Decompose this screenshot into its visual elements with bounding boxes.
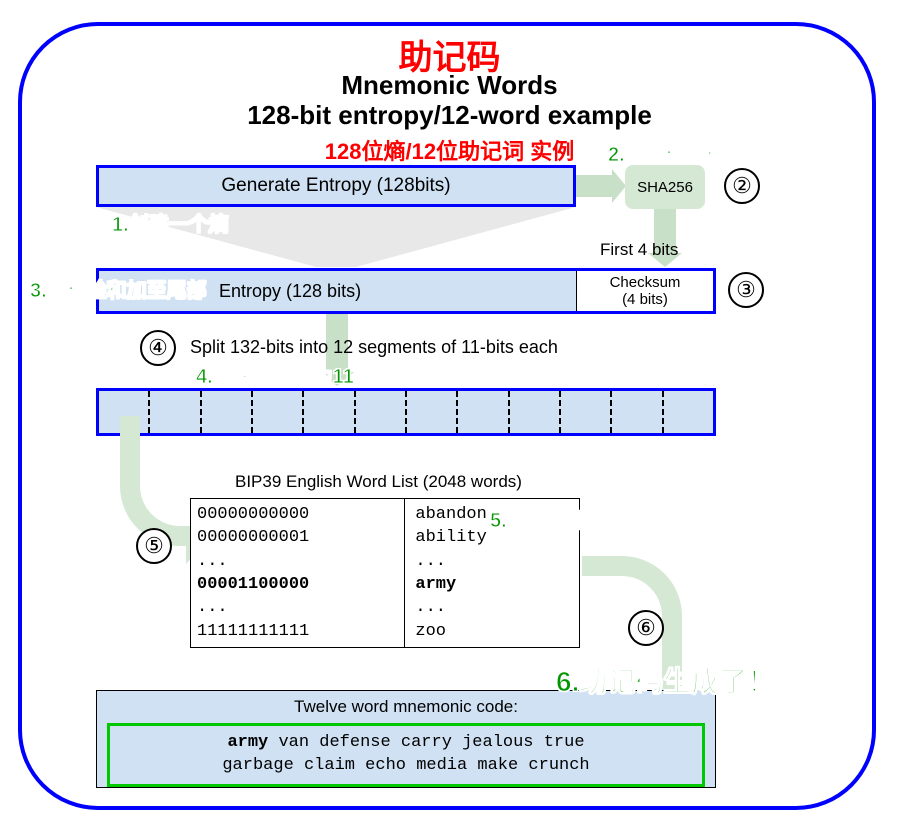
mnemonic-rest1: van defense carry jealous true <box>268 733 584 752</box>
bip-code: 00000000001 <box>197 528 398 547</box>
segment <box>253 391 304 433</box>
annotation-4: 4.将序列划分为11个部分 <box>196 360 414 389</box>
output-title: Twelve word mnemonic code: <box>97 697 715 717</box>
bip39-codes-col: 00000000000 00000000001... 00001100000... 1… <box>191 499 404 647</box>
segment <box>458 391 509 433</box>
annotation-2: 2.创建校验和 <box>608 138 725 167</box>
mnemonic-line2: garbage claim echo media make crunch <box>222 756 589 775</box>
bip39-title: BIP39 English Word List (2048 words) <box>235 472 522 492</box>
step-6-num: ⑥ <box>636 615 656 641</box>
step-4-num: ④ <box>148 335 168 361</box>
first-4-bits-label: First 4 bits <box>600 240 678 260</box>
bip-word: ... <box>415 552 569 571</box>
annotation-5: 5.将每一部分的值与词典做对应 <box>490 504 767 533</box>
segment <box>356 391 407 433</box>
title-cn-sub: 128位熵/12位助记词 实例 <box>0 134 899 166</box>
generate-entropy-box: Generate Entropy (128bits) <box>96 165 576 207</box>
sha256-box: SHA256 <box>625 165 705 209</box>
bip-word: zoo <box>415 622 569 641</box>
bip-code: ... <box>197 598 398 617</box>
segment <box>612 391 663 433</box>
bip-code: 11111111111 <box>197 622 398 641</box>
bip-code: 00000000000 <box>197 505 398 524</box>
bip-code: ... <box>197 552 398 571</box>
step-2-num: ② <box>732 173 752 199</box>
generate-entropy-label: Generate Entropy (128bits) <box>221 175 450 197</box>
arrow-to-sha <box>576 175 612 197</box>
bip-code: 00001100000 <box>197 575 398 594</box>
annotation-6: 6.助记码生成了！ <box>556 660 775 700</box>
step-5-num: ⑤ <box>144 533 164 559</box>
annotation-1: 1.创建一个熵 <box>112 208 229 237</box>
annotation-3: 3.将校验和加至尾部 <box>30 274 207 303</box>
checksum-label: Checksum(4 bits) <box>610 274 681 309</box>
output-box: Twelve word mnemonic code: army van defe… <box>96 690 716 788</box>
sha256-label: SHA256 <box>637 179 693 196</box>
bip-word: army <box>415 575 569 594</box>
split-label: Split 132-bits into 12 segments of 11-bi… <box>190 337 558 358</box>
diagram-canvas: 助记码 Mnemonic Words 128-bit entropy/12-wo… <box>0 0 899 822</box>
mnemonic-bold: army <box>227 733 268 752</box>
step-2-marker: ② <box>724 168 760 204</box>
segment <box>304 391 355 433</box>
bip-word: ... <box>415 598 569 617</box>
step-5-marker: ⑤ <box>136 528 172 564</box>
step-4-marker: ④ <box>140 330 176 366</box>
entropy-128-label: Entropy (128 bits) <box>219 281 361 302</box>
segment <box>664 391 713 433</box>
step-3-marker: ③ <box>728 272 764 308</box>
step-6-marker: ⑥ <box>628 610 664 646</box>
title-en-1: Mnemonic Words <box>0 70 899 101</box>
title-en-2: 128-bit entropy/12-word example <box>0 100 899 131</box>
segment <box>561 391 612 433</box>
step-3-num: ③ <box>736 277 756 303</box>
segment <box>407 391 458 433</box>
checksum-cell: Checksum(4 bits) <box>577 271 713 311</box>
mnemonic-code: army van defense carry jealous true garb… <box>107 723 705 787</box>
segment <box>510 391 561 433</box>
